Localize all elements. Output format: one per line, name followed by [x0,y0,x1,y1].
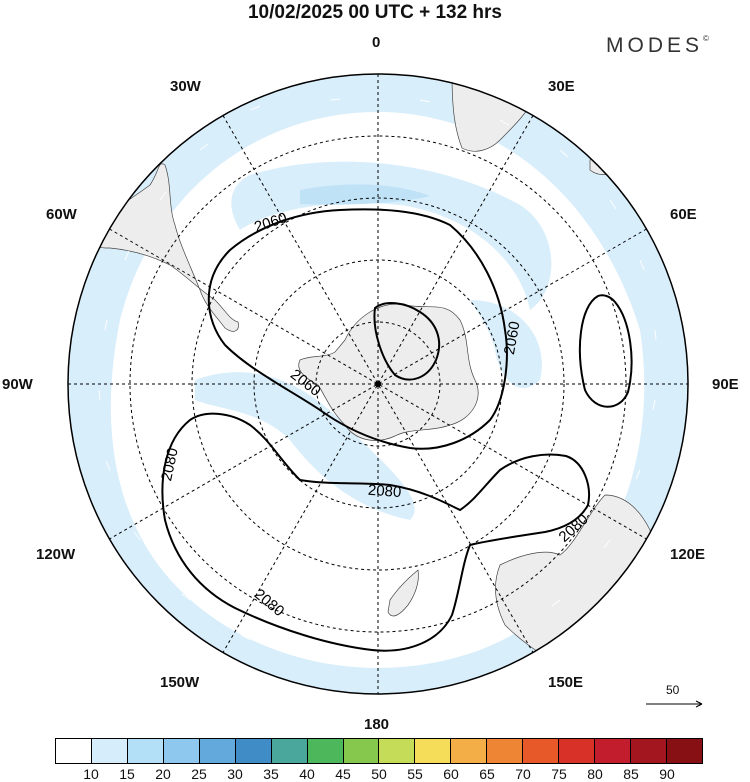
contour-label: 2080 [158,446,182,482]
colorbar-cell [343,739,380,763]
lon-label-180: 180 [364,716,390,733]
colorbar-cell [631,739,667,763]
colorbar-cell [271,739,308,763]
colorbar-tick-label: 20 [155,766,171,782]
madagascar [589,153,626,175]
lon-label-90w: 90W [2,376,33,393]
contour-2060-east [578,294,633,408]
colorbar-tick-label: 75 [551,766,567,782]
colorbar-cell [379,739,416,763]
lon-label-30e: 30E [548,78,575,95]
colorbar-tick-label: 80 [587,766,603,782]
colorbar-cell [235,739,272,763]
lon-label-150w: 150W [160,674,200,691]
colorbar-tick-label: 50 [371,766,387,782]
colorbar-cell [523,739,560,763]
colorbar-cell [127,739,164,763]
lon-label-90e: 90E [712,376,739,393]
brand-mark: © [703,34,709,43]
contour-2060-main [207,208,508,450]
colorbar-cell [415,739,452,763]
lon-label-60e: 60E [670,206,697,223]
height-contours [161,208,633,652]
colorbar-cell [307,739,344,763]
wind-vectors [98,98,657,662]
south-pole-marker [375,381,381,387]
new-zealand [387,569,419,617]
antarctica [298,303,479,441]
colorbar-cell [199,739,236,763]
lon-label-120e: 120E [670,546,706,563]
colorbar-cell [559,739,596,763]
contour-2080 [161,412,590,652]
colorbar-tick-label: 35 [263,766,279,782]
brand-logo: MODES© [606,34,709,58]
lon-label-60w: 60W [46,206,77,223]
map-title: 10/02/2025 00 UTC + 132 hrs [247,2,503,23]
colorbar-tick-label: 70 [515,766,531,782]
colorbar-tick-label: 60 [443,766,459,782]
colorbar-tick-label: 30 [227,766,243,782]
colorbar-cell [487,739,524,763]
colorbar-tick-label: 90 [659,766,675,782]
tasmania [539,658,554,670]
brand-name: MODES [606,34,704,57]
colorbar-cell [163,739,200,763]
colorbar-tick-label: 45 [335,766,351,782]
colorbar-tick-label: 10 [83,766,99,782]
map-border [67,73,689,695]
colorbar-cell [666,739,702,763]
lon-label-150e: 150E [548,674,584,691]
colorbar-tick-label: 65 [479,766,495,782]
colorbar-cell [56,739,92,763]
colorbar-cell [595,739,631,763]
colorbar-tick-label: 15 [119,766,135,782]
contour-label: 2080 [367,482,401,501]
colorbar-ticks: 10 15 20 25 30 35 40 45 50 55 60 65 70 75 80 85 90 [0,764,750,782]
colorbar [55,738,703,764]
lon-label-120w: 120W [36,546,76,563]
graticule [68,74,688,694]
colorbar-tick-label: 85 [623,766,639,782]
contour-label: 2060 [501,320,524,356]
south-america [88,163,239,332]
colorbar-cell [451,739,488,763]
lon-label-0: 0 [372,34,381,51]
colorbar-cell [91,739,128,763]
colorbar-tick-label: 55 [407,766,423,782]
colorbar-tick-label: 40 [299,766,315,782]
wind-vector-arrow-icon [646,700,703,708]
lon-label-30w: 30W [170,78,201,95]
colorbar-tick-label: 25 [191,766,207,782]
reference-vector-label: 50 [666,683,680,697]
contour-2060-inner [373,302,441,381]
